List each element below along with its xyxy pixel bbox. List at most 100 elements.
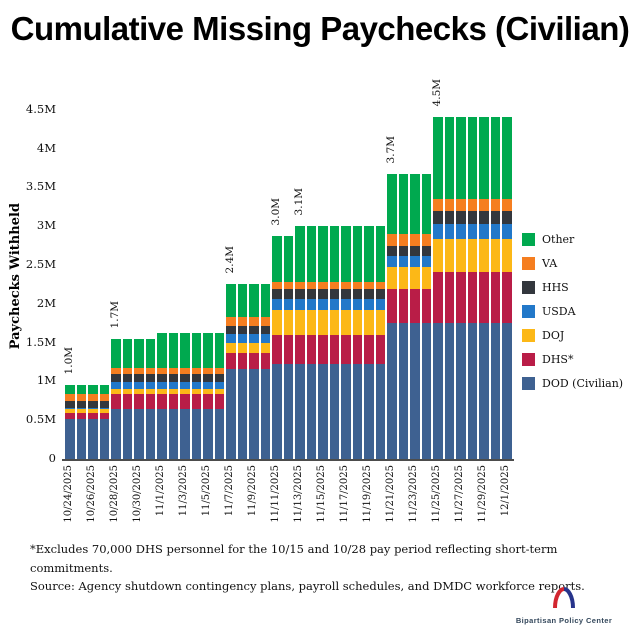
x-tick-label: 11/13/2025 — [293, 465, 304, 523]
bar-segment — [249, 325, 259, 335]
bar-segment — [191, 374, 202, 383]
bar-segment — [306, 334, 317, 364]
x-tick-label: 10/28/2025 — [108, 465, 120, 523]
bar-segment — [387, 267, 397, 290]
bar-segment — [168, 367, 179, 375]
bar-segment — [433, 239, 443, 272]
bar-segment — [214, 332, 225, 368]
stacked-bar — [168, 332, 179, 459]
bar-segment — [433, 199, 443, 211]
bar-segment — [433, 223, 443, 240]
x-tick-label: 11/19/2025 — [362, 465, 374, 523]
bar-segment — [134, 393, 144, 410]
bar-segment — [214, 367, 225, 375]
stacked-bar — [364, 226, 374, 459]
bar-segment — [76, 407, 86, 410]
bar-segment — [306, 226, 317, 283]
bar-segment — [467, 210, 478, 224]
bar-segment — [157, 332, 167, 368]
bar-segment — [352, 299, 363, 311]
bar-segment — [341, 363, 351, 459]
bar-segment — [444, 272, 455, 324]
bar-segment — [134, 389, 144, 394]
bar-segment — [99, 400, 110, 408]
legend-item: HHS — [522, 281, 623, 294]
bar-segment — [168, 332, 179, 368]
bar-segment — [260, 317, 271, 326]
bar-segment — [99, 393, 110, 401]
bar-segment — [479, 199, 489, 211]
bar-segment — [502, 239, 512, 272]
bar-segment — [283, 236, 294, 283]
stacked-bar — [410, 174, 420, 459]
bar-segment — [122, 393, 133, 410]
stacked-bar — [122, 338, 133, 459]
legend-item: Other — [522, 233, 623, 246]
bar-segment — [490, 210, 501, 224]
bar-segment — [410, 255, 420, 268]
bar-segment — [260, 283, 271, 318]
bar-segment — [180, 332, 190, 368]
bar-segment — [295, 310, 305, 335]
bar-segment — [65, 384, 75, 394]
value-annotation: 1.0M — [62, 346, 75, 374]
bar-segment — [479, 323, 489, 459]
bar-segment — [168, 409, 179, 459]
legend-label: Other — [542, 233, 575, 246]
y-tick-label: 4.5M — [25, 101, 56, 116]
bar-segment — [249, 368, 259, 459]
bar-segment — [111, 409, 121, 459]
bar-segment — [329, 363, 340, 459]
stacked-bar — [65, 384, 75, 459]
bar-segment — [237, 334, 248, 343]
bar-segment — [364, 289, 374, 300]
bar-segment — [180, 382, 190, 390]
bar-segment — [444, 223, 455, 240]
x-tick-label: 11/17/2025 — [339, 465, 351, 523]
bar-segment — [398, 246, 409, 256]
bar-segment — [157, 367, 167, 375]
legend-swatch — [522, 281, 535, 294]
bar-segment — [122, 409, 133, 459]
bar-segment — [76, 413, 86, 419]
bar-segment — [375, 299, 386, 311]
bar-segment — [329, 310, 340, 335]
stacked-bar — [111, 338, 121, 459]
bar-segment — [249, 317, 259, 326]
bar-segment — [306, 282, 317, 290]
bar-segment — [203, 332, 213, 368]
bar-segment — [111, 367, 121, 375]
y-tick-label: 1M — [36, 373, 56, 388]
bar-segment — [295, 226, 305, 283]
bar-segment — [329, 289, 340, 300]
bpc-logo: Bipartisan Policy Center — [500, 586, 628, 625]
bar-segment — [295, 363, 305, 459]
bar-segment — [65, 409, 75, 414]
stacked-bar — [387, 174, 397, 459]
bar-segment — [157, 389, 167, 394]
legend-label: VA — [542, 257, 558, 270]
bar-segment — [456, 223, 466, 240]
x-tick-label: 11/21/2025 — [385, 465, 397, 523]
footnote-dhs: *Excludes 70,000 DHS personnel for the 1… — [30, 542, 558, 575]
bar-segment — [272, 363, 282, 459]
bar-segment — [157, 409, 167, 459]
bar-segment — [260, 325, 271, 335]
bar-segment — [352, 363, 363, 459]
bar-segment — [387, 234, 397, 247]
bar-segment — [214, 382, 225, 390]
bar-segment — [318, 334, 328, 364]
stacked-bar — [99, 384, 110, 459]
bar-segment — [99, 409, 110, 414]
legend-swatch — [522, 353, 535, 366]
bar-segment — [410, 246, 420, 256]
bar-segment — [145, 374, 156, 383]
stacked-bar — [191, 332, 202, 459]
bar-segment — [364, 334, 374, 364]
value-annotation: 1.7M — [108, 300, 121, 329]
x-tick-label: 11/1/2025 — [154, 465, 166, 517]
bar-segment — [226, 325, 236, 335]
value-annotation: 3.1M — [293, 188, 305, 216]
bar-segment — [502, 323, 512, 459]
bar-segment — [456, 210, 466, 224]
